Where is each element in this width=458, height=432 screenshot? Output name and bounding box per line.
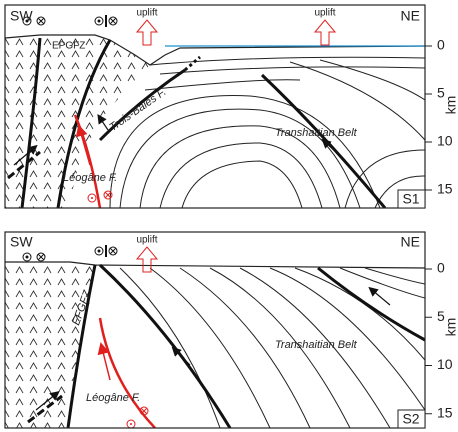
uplift-label: uplift: [136, 8, 157, 19]
panel-2-geology: [5, 262, 425, 428]
left-label: SW: [10, 234, 33, 250]
stage-label: S1: [402, 191, 419, 207]
cross-sections: SW NE uplift uplift EPGFZ Trois-Baies F.…: [0, 0, 458, 432]
fault-label: Léogâne F.: [86, 392, 140, 404]
stage-label: S2: [402, 411, 419, 427]
depth-tick-label: 5: [437, 85, 445, 101]
depth-tick-label: 15: [437, 404, 453, 420]
depth-unit: km: [443, 318, 458, 337]
depth-tick-label: 10: [437, 356, 453, 372]
uplift-label: uplift: [136, 235, 157, 246]
depth-tick-label: 0: [437, 260, 445, 276]
depth-tick-label: 10: [437, 133, 453, 149]
depth-tick-label: 0: [437, 37, 445, 53]
left-label: SW: [10, 8, 33, 24]
uplift-label: uplift: [314, 8, 335, 19]
belt-label: Transhaitian Belt: [275, 339, 358, 351]
belt-label: Transhaitian Belt: [275, 127, 358, 139]
depth-unit: km: [443, 96, 458, 115]
zone-label: EPGFZ: [52, 41, 85, 52]
depth-tick-label: 15: [437, 181, 453, 197]
right-label: NE: [401, 8, 420, 24]
depth-tick-label: 5: [437, 308, 445, 324]
fault-label: Léogâne F.: [63, 172, 117, 184]
right-label: NE: [401, 234, 420, 250]
